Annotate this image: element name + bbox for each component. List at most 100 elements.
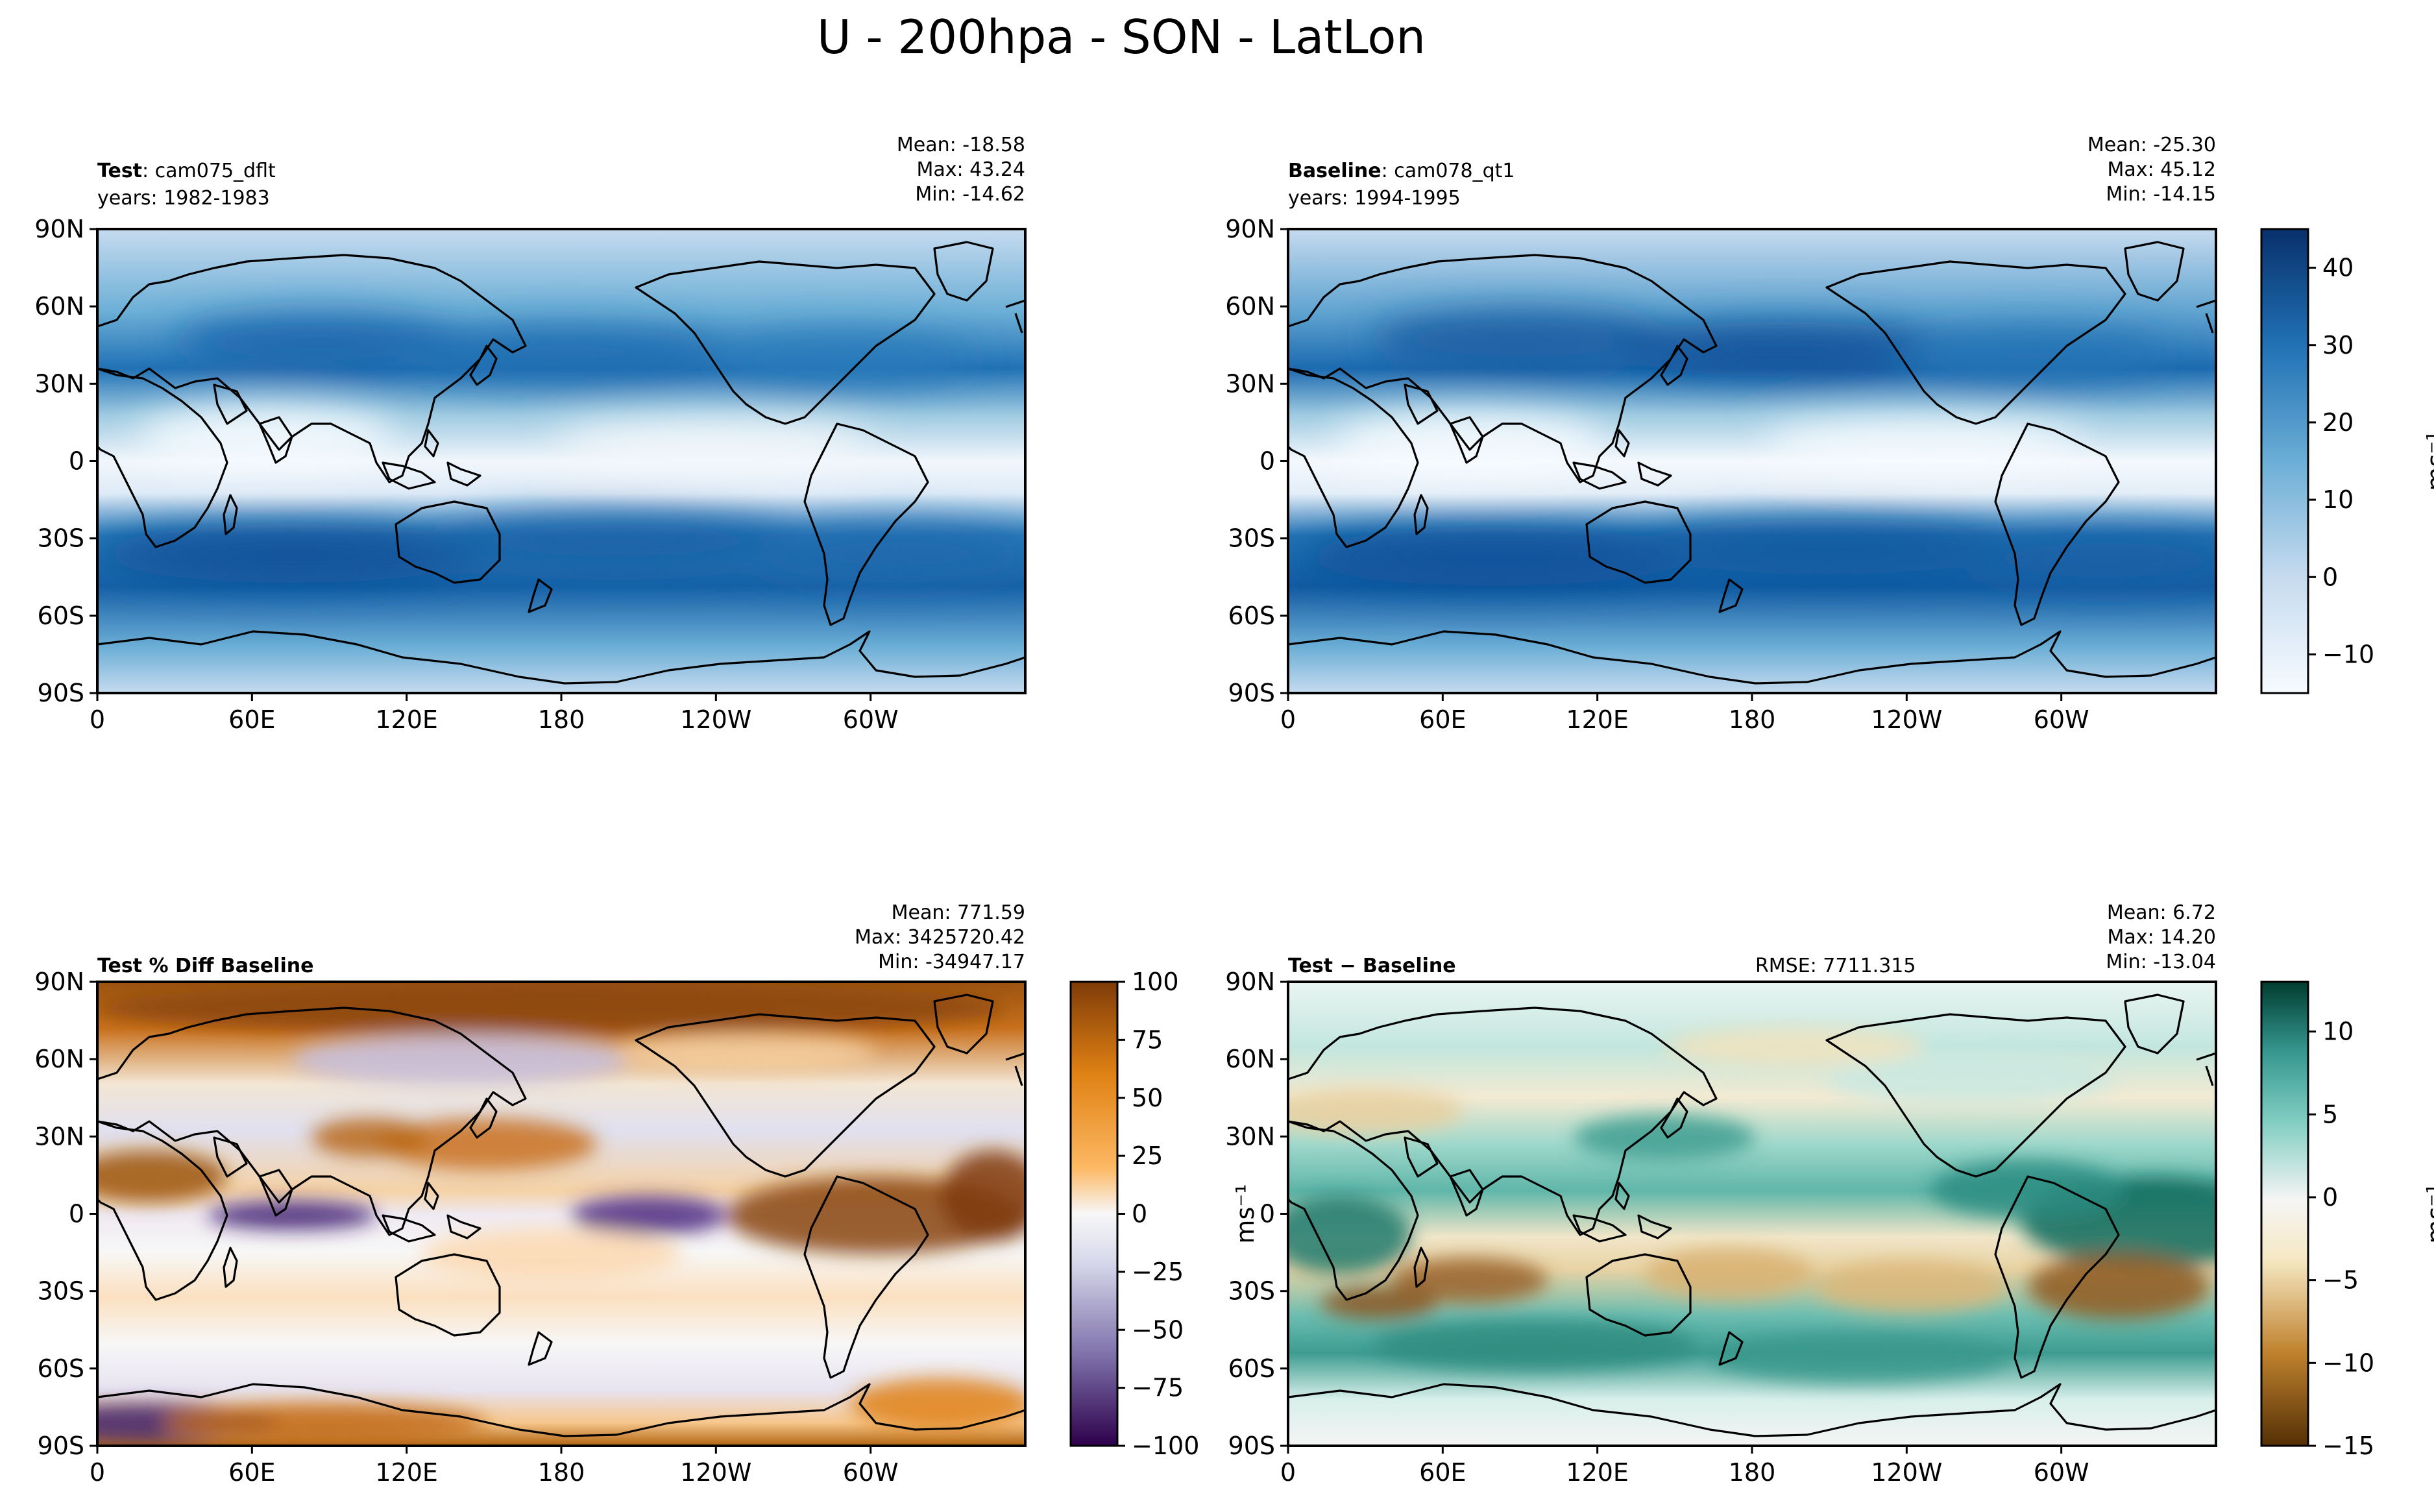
colorbar-tick-label: −100 — [1132, 1432, 1199, 1460]
lat-tick-label: 60S — [1228, 1354, 1275, 1383]
colorbar-tick-label: −50 — [1132, 1315, 1184, 1344]
colorbar-tick-label: −75 — [1132, 1374, 1184, 1402]
lat-tick-label: 60N — [1225, 292, 1275, 321]
field-anomaly — [97, 524, 487, 583]
lon-tick-label: 60E — [228, 705, 275, 734]
panel-stat: Min: -34947.17 — [878, 951, 1025, 973]
colorbar-tick-label: 10 — [2322, 1018, 2354, 1046]
lon-tick-label: 0 — [90, 705, 105, 734]
lat-tick-label: 90N — [1225, 968, 1275, 996]
lat-tick-label: 60S — [1228, 602, 1275, 630]
colorbar-tick-label: 20 — [2322, 408, 2354, 437]
colorbar-tick-label: 0 — [2322, 1183, 2338, 1212]
lat-tick-label: 30N — [34, 369, 84, 398]
field-anomaly — [1613, 322, 1950, 376]
field-anomaly — [1288, 1196, 1411, 1274]
field-anomaly — [97, 1151, 227, 1202]
colorbar-scale — [1069, 981, 1119, 1447]
field-anomaly — [1372, 1319, 1697, 1371]
map-field — [1288, 229, 2216, 693]
colorbar-tick-label: 100 — [1132, 968, 1179, 996]
field-anomalies — [1301, 310, 2216, 589]
figure-title: U - 200hpa - SON - LatLon — [817, 10, 1426, 64]
lat-tick-label: 90S — [1228, 679, 1275, 707]
lon-tick-label: 180 — [538, 705, 585, 734]
field-anomaly — [1827, 1053, 2112, 1105]
lat-tick-label: 0 — [69, 447, 84, 476]
lat-tick-label: 90N — [1225, 215, 1275, 243]
panel-title: Test: cam075_dflt — [97, 160, 276, 182]
field-anomaly — [1372, 310, 1671, 369]
field-anomaly — [376, 1118, 597, 1170]
panel-years: years: 1994-1995 — [1288, 187, 1461, 210]
field-anomaly — [850, 1378, 1025, 1430]
panel-years: years: 1982-1983 — [97, 187, 270, 210]
field-anomaly — [1930, 1160, 2125, 1219]
panel-rmse: RMSE: 7711.315 — [1755, 955, 1916, 977]
lat-tick-label: 30S — [1228, 524, 1275, 553]
field-anomaly — [435, 513, 798, 568]
colorbar-tick-label: 50 — [1132, 1084, 1163, 1112]
field-anomaly — [571, 1196, 727, 1235]
field-anomaly — [714, 333, 973, 385]
colorbar: −10 0 10 20 30 40 ms⁻¹ — [2260, 228, 2434, 694]
lon-tick-label: 60W — [2034, 1458, 2089, 1487]
field-anomaly — [941, 1151, 1025, 1241]
lon-tick-label: 120W — [680, 1458, 751, 1487]
colorbar-tick-label: 5 — [2322, 1100, 2338, 1128]
colorbar-tick-label: −5 — [2322, 1266, 2359, 1295]
panel-stat: Mean: -18.58 — [897, 134, 1025, 156]
field-anomaly — [1898, 328, 2171, 383]
colorbar-tick-label: 0 — [1132, 1200, 1147, 1228]
field-anomaly — [1288, 1089, 1463, 1134]
field-anomaly — [292, 1034, 629, 1086]
panel-title: Test − Baseline — [1288, 955, 1456, 977]
field-anomaly — [422, 1228, 681, 1280]
lon-tick-label: 0 — [90, 1458, 105, 1487]
lat-tick-label: 60N — [34, 1045, 84, 1073]
field-anomaly — [162, 1404, 487, 1443]
field-anomaly — [1320, 1287, 1437, 1319]
map-field — [97, 229, 1025, 693]
panel-stat: Mean: 6.72 — [2107, 901, 2216, 924]
field-anomaly — [1664, 1027, 1924, 1066]
panel-stat: Min: -13.04 — [2106, 951, 2216, 973]
map-field — [1288, 982, 2216, 1446]
field-anomaly — [2028, 1254, 2209, 1319]
field-anomaly — [1814, 1261, 2008, 1313]
field-anomaly — [1574, 1115, 1755, 1160]
field-anomalies — [1288, 1027, 2216, 1383]
lat-tick-label: 30S — [38, 1277, 84, 1306]
colorbar: −100 −75 −50 −25 0 25 50 75 100 ms⁻¹ — [1069, 968, 1260, 1460]
field-anomaly — [396, 326, 733, 378]
colorbar-label: ms⁻¹ — [2422, 1184, 2434, 1243]
field-anomaly — [97, 982, 1006, 1034]
lat-tick-label: 30S — [1228, 1277, 1275, 1306]
field-anomaly — [1969, 531, 2216, 589]
lat-tick-label: 60S — [38, 1354, 84, 1383]
map-field — [97, 982, 1025, 1446]
lon-tick-label: 120W — [1871, 705, 1942, 734]
lon-tick-label: 60E — [1419, 705, 1466, 734]
lat-tick-label: 30N — [1225, 1122, 1275, 1151]
colorbar-tick-label: −10 — [2322, 640, 2374, 668]
field-anomaly — [1645, 1248, 1814, 1300]
lon-tick-label: 120W — [1871, 1458, 1942, 1487]
colorbar-tick-label: 0 — [2322, 563, 2338, 591]
colorbar-label: ms⁻¹ — [2422, 431, 2434, 491]
lon-tick-label: 0 — [1280, 705, 1296, 734]
colorbar: −15 −10 −5 0 5 10 ms⁻¹ — [2260, 981, 2434, 1460]
colorbar-scale — [2260, 981, 2309, 1447]
field-anomaly — [175, 313, 461, 372]
field-anomaly — [759, 524, 1025, 583]
field-anomaly — [1638, 520, 2015, 574]
panel-stat: Mean: -25.30 — [2087, 134, 2216, 156]
colorbar-scale — [2260, 228, 2309, 694]
lat-tick-label: 90N — [34, 215, 84, 243]
colorbar-tick-label: −10 — [2322, 1348, 2374, 1377]
lat-tick-label: 60S — [38, 602, 84, 630]
lon-tick-label: 0 — [1280, 1458, 1296, 1487]
